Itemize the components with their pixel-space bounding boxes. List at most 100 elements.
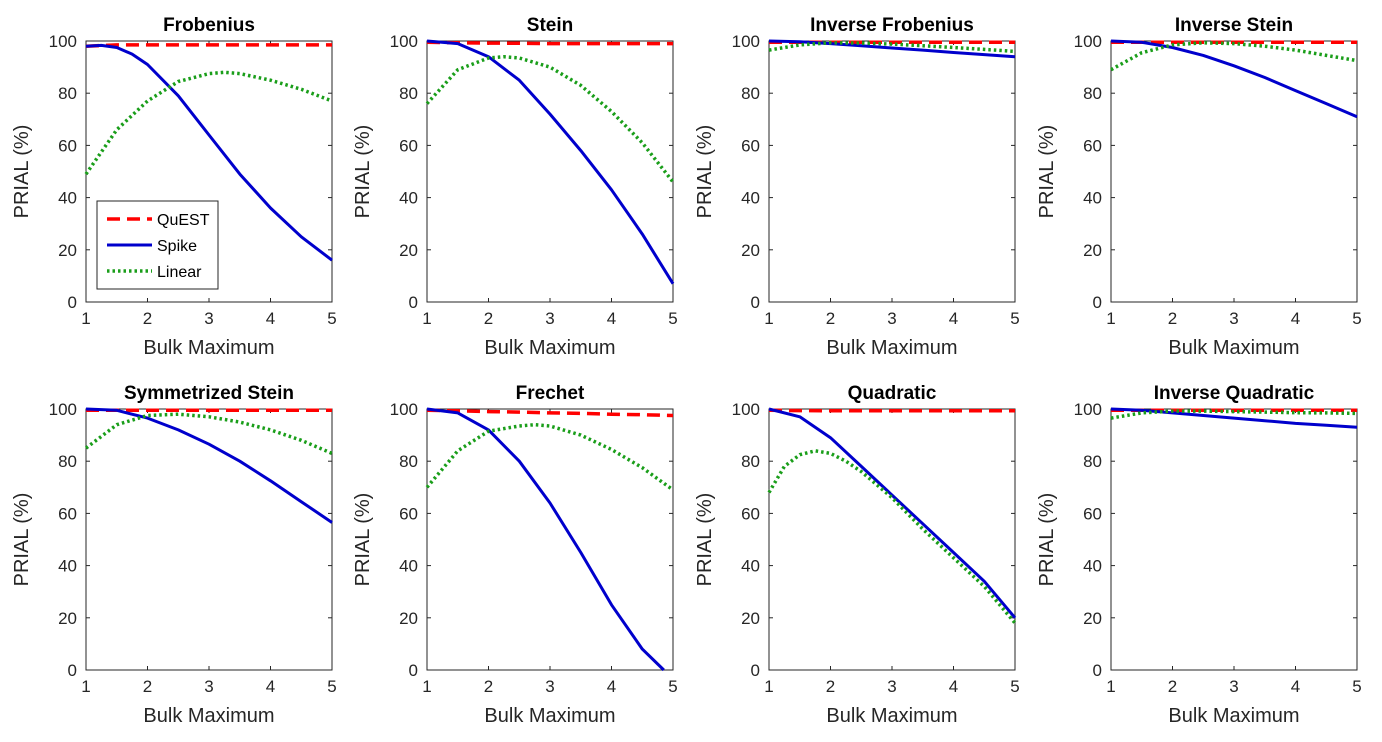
chart-title: Symmetrized Stein xyxy=(124,383,294,404)
y-tick-label: 40 xyxy=(1083,189,1102,208)
x-tick-label: 3 xyxy=(1229,309,1238,328)
series-spike-line xyxy=(426,39,675,285)
y-tick-label: 100 xyxy=(732,400,760,419)
series-linear-line xyxy=(1110,41,1358,72)
plot-area xyxy=(768,408,1016,671)
x-tick-label: 5 xyxy=(1010,309,1019,328)
y-tick-label: 60 xyxy=(1083,504,1102,523)
y-tick-label: 80 xyxy=(399,84,418,103)
y-tick-label: 0 xyxy=(751,661,760,680)
y-tick-label: 100 xyxy=(49,400,77,419)
legend-label: QuEST xyxy=(157,212,210,229)
x-tick-label: 5 xyxy=(327,309,336,328)
chart-title: Inverse Stein xyxy=(1175,15,1293,36)
y-tick-label: 0 xyxy=(68,293,77,312)
y-axis-label: PRIAL (%) xyxy=(694,493,716,587)
plot-area xyxy=(1110,40,1358,303)
x-tick-label: 4 xyxy=(266,309,275,328)
y-tick-label: 40 xyxy=(58,557,77,576)
y-tick-label: 80 xyxy=(399,452,418,471)
subplot-1: 1 2 3 4 5 0 20 40 60 80 100 Frobenius Bulk Maximum PR… xyxy=(11,15,337,359)
x-tick-label: 5 xyxy=(1010,677,1019,696)
x-tick-label: 2 xyxy=(484,677,493,696)
x-tick-label: 4 xyxy=(1291,677,1300,696)
y-tick-label: 40 xyxy=(399,189,418,208)
x-tick-label: 2 xyxy=(826,677,835,696)
y-axis-label: PRIAL (%) xyxy=(352,493,374,587)
series-linear-line xyxy=(768,41,1016,54)
x-tick-label: 4 xyxy=(607,309,616,328)
chart-title: Inverse Frobenius xyxy=(810,15,974,36)
y-tick-label: 40 xyxy=(58,189,77,208)
subplot-2: 1 2 3 4 5 0 20 40 60 80 100 Stein Bulk Maximum PRIAL … xyxy=(352,15,678,359)
y-tick-label: 100 xyxy=(390,32,418,51)
y-tick-label: 0 xyxy=(409,661,418,680)
x-tick-label: 3 xyxy=(545,677,554,696)
y-tick-label: 80 xyxy=(741,84,760,103)
y-axis-label: PRIAL (%) xyxy=(1036,125,1058,219)
chart-title: Inverse Quadratic xyxy=(1154,383,1315,404)
x-tick-label: 1 xyxy=(1106,309,1115,328)
y-axis-label: PRIAL (%) xyxy=(352,125,374,219)
y-tick-label: 100 xyxy=(1074,400,1102,419)
x-axis-label: Bulk Maximum xyxy=(484,337,615,359)
y-axis-label: PRIAL (%) xyxy=(11,125,33,219)
x-tick-label: 5 xyxy=(327,677,336,696)
x-tick-label: 2 xyxy=(143,677,152,696)
y-tick-label: 60 xyxy=(399,504,418,523)
series-spike-line xyxy=(85,43,333,262)
x-tick-label: 2 xyxy=(143,309,152,328)
subplot-6: 1 2 3 4 5 0 20 40 60 80 100 Frechet Bulk Maximum PRIA… xyxy=(352,383,678,727)
x-tick-label: 3 xyxy=(204,677,213,696)
x-axis-label: Bulk Maximum xyxy=(826,705,957,727)
y-tick-label: 80 xyxy=(1083,452,1102,471)
x-axis-label: Bulk Maximum xyxy=(143,337,274,359)
x-tick-label: 4 xyxy=(949,309,958,328)
x-axis-label: Bulk Maximum xyxy=(1168,337,1299,359)
y-tick-label: 20 xyxy=(399,241,418,260)
x-tick-label: 2 xyxy=(1168,309,1177,328)
subplot-4: 1 2 3 4 5 0 20 40 60 80 100 Inverse Stein Bulk Maxim… xyxy=(1036,15,1362,359)
y-tick-label: 0 xyxy=(1093,293,1102,312)
y-tick-label: 20 xyxy=(741,241,760,260)
y-tick-label: 60 xyxy=(399,136,418,155)
x-tick-label: 4 xyxy=(607,677,616,696)
x-tick-label: 1 xyxy=(81,309,90,328)
y-tick-label: 40 xyxy=(399,557,418,576)
subplot-7: 1 2 3 4 5 0 20 40 60 80 100 Quadratic Bulk Maximum PR… xyxy=(694,383,1020,727)
plot-area xyxy=(426,40,674,303)
y-tick-label: 20 xyxy=(399,609,418,628)
x-tick-label: 4 xyxy=(1291,309,1300,328)
y-tick-label: 100 xyxy=(732,32,760,51)
y-tick-label: 60 xyxy=(1083,136,1102,155)
series-linear-line xyxy=(84,412,333,456)
x-axis-label: Bulk Maximum xyxy=(484,705,615,727)
series-spike-line xyxy=(1110,407,1358,429)
y-tick-label: 40 xyxy=(741,557,760,576)
y-tick-label: 20 xyxy=(741,609,760,628)
y-tick-label: 20 xyxy=(58,241,77,260)
x-axis-label: Bulk Maximum xyxy=(1168,705,1299,727)
series-spike-line xyxy=(85,407,333,524)
x-tick-label: 2 xyxy=(826,309,835,328)
y-tick-label: 20 xyxy=(58,609,77,628)
y-tick-label: 0 xyxy=(409,293,418,312)
x-tick-label: 1 xyxy=(422,309,431,328)
plot-area xyxy=(768,40,1016,303)
y-tick-label: 0 xyxy=(1093,661,1102,680)
series-quest-line xyxy=(426,408,674,418)
y-tick-label: 60 xyxy=(741,504,760,523)
x-tick-label: 4 xyxy=(266,677,275,696)
chart-title: Stein xyxy=(527,15,573,36)
x-tick-label: 1 xyxy=(1106,677,1115,696)
subplot-5: 1 2 3 4 5 0 20 40 60 80 100 Symmetrized Stein Bulk M… xyxy=(11,383,337,727)
y-tick-label: 40 xyxy=(741,189,760,208)
y-tick-label: 100 xyxy=(390,400,418,419)
subplot-8: 1 2 3 4 5 0 20 40 60 80 100 Inverse Quadratic Bulk M… xyxy=(1036,383,1362,727)
y-axis-label: PRIAL (%) xyxy=(1036,493,1058,587)
x-axis-label: Bulk Maximum xyxy=(143,705,274,727)
x-tick-label: 4 xyxy=(949,677,958,696)
y-tick-label: 20 xyxy=(1083,609,1102,628)
series-linear-line xyxy=(1110,409,1358,420)
